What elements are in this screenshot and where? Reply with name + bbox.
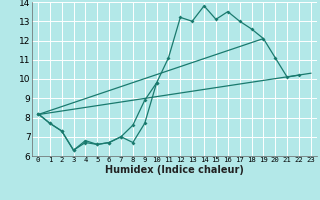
X-axis label: Humidex (Indice chaleur): Humidex (Indice chaleur) — [105, 165, 244, 175]
